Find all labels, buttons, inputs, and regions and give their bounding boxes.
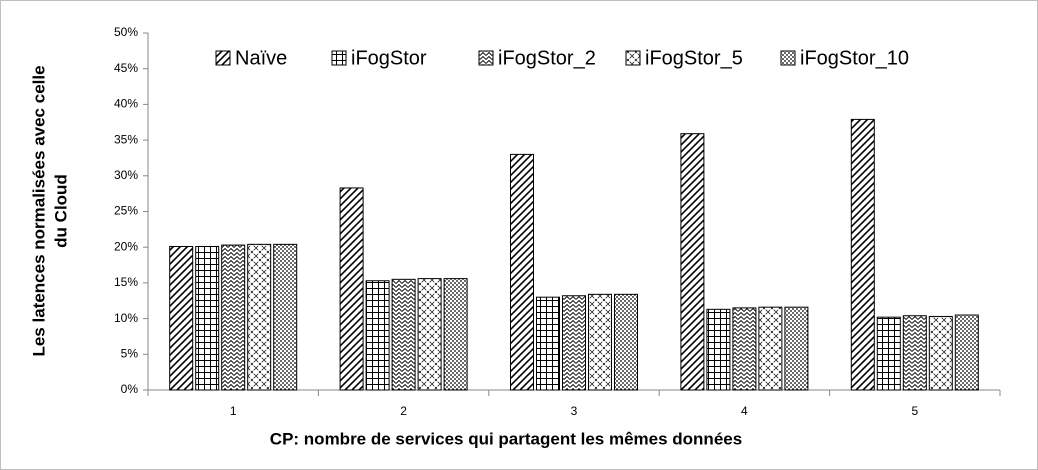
x-tick-label: 4: [741, 404, 748, 418]
legend-label: iFogStor_10: [800, 47, 909, 69]
bar: [902, 315, 927, 391]
bar: [928, 315, 953, 391]
legend-swatch: [625, 50, 641, 66]
bar: [273, 243, 298, 391]
y-tick-label: 35%: [114, 132, 138, 146]
bar: [339, 187, 364, 391]
bar: [732, 307, 757, 391]
bar: [706, 308, 731, 391]
legend-label: iFogStor_2: [498, 47, 596, 69]
bar: [536, 296, 560, 391]
legend-swatch: [215, 50, 231, 66]
y-tick-label: 30%: [114, 168, 138, 182]
y-tick-label: 40%: [114, 97, 138, 111]
bar: [758, 306, 783, 391]
y-tick-label: 15%: [114, 275, 138, 289]
legend-label: iFogStor: [351, 47, 427, 69]
bar: [876, 316, 901, 391]
bar: [417, 278, 442, 391]
x-axis-title: CP: nombre de services qui partagent les…: [270, 429, 742, 448]
bar: [680, 133, 705, 391]
bar: [954, 314, 979, 391]
legend-label: iFogStor_5: [645, 47, 743, 69]
bar: [365, 280, 390, 391]
y-tick-label: 45%: [114, 61, 138, 75]
bar: [169, 245, 194, 391]
bar: [850, 118, 875, 391]
bar: [510, 153, 534, 391]
y-tick-label: 0%: [121, 382, 139, 396]
bar: [221, 244, 246, 391]
y-tick-label: 5%: [121, 346, 139, 360]
y-axis-title: Les latences normalisées avec celle du C…: [29, 65, 70, 356]
bar: [391, 278, 416, 391]
legend-swatch: [780, 50, 796, 66]
y-tick-label: 25%: [114, 204, 138, 218]
legend-swatch: [331, 50, 347, 66]
y-tick-label: 50%: [114, 25, 138, 39]
x-tick-label: 1: [230, 404, 237, 418]
bar: [784, 306, 809, 391]
x-tick-label: 5: [911, 404, 918, 418]
y-tick-label: 20%: [114, 239, 138, 253]
bar: [588, 293, 612, 391]
bar: [614, 293, 638, 391]
legend-label: Naïve: [235, 47, 287, 69]
bar: [443, 278, 468, 391]
bar: [195, 245, 220, 391]
x-tick-label: 3: [571, 404, 578, 418]
y-axis-title-line: du Cloud: [51, 174, 70, 248]
legend-swatch: [478, 50, 494, 66]
x-tick-label: 2: [400, 404, 407, 418]
bar: [247, 243, 272, 391]
y-tick-label: 10%: [114, 311, 138, 325]
bar: [562, 295, 586, 391]
y-axis-title-line: Les latences normalisées avec celle: [29, 65, 48, 356]
